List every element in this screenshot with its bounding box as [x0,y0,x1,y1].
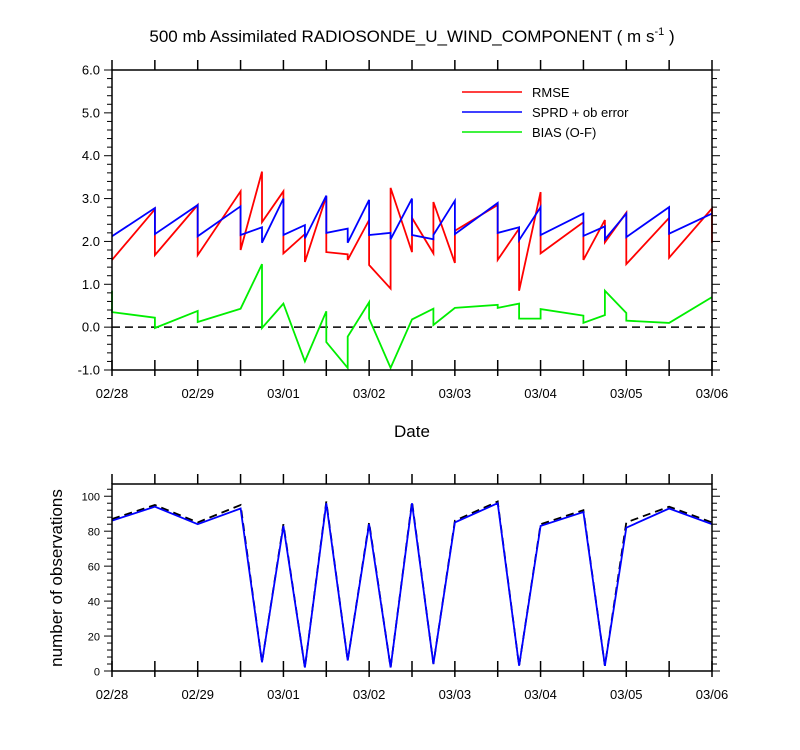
bottom-chart-ylabel: number of observations [47,489,66,667]
bottom-x-tick-label: 02/28 [96,687,129,702]
legend-label-sprd: SPRD + ob error [532,105,629,120]
bottom-x-tick-label: 03/02 [353,687,386,702]
top-x-tick-label: 02/29 [181,386,214,401]
bottom-x-tick-label: 03/05 [610,687,643,702]
top-x-tick-label: 03/01 [267,386,300,401]
bottom-x-tick-label: 03/01 [267,687,300,702]
top-x-tick-label: 03/04 [524,386,557,401]
bottom-chart-frame [111,483,713,672]
bottom-x-tick-label: 03/03 [439,687,472,702]
top-y-tick-label: -1.0 [78,363,100,378]
top-series-bias-o-f [111,263,713,371]
chart-title-superscript: -1 [654,26,664,38]
top-chart-xlabel: Date [394,422,430,441]
bottom-y-tick-label: 60 [88,562,100,574]
top-y-tick-label: 3.0 [82,191,100,206]
top-x-tick-label: 02/28 [96,386,129,401]
legend: RMSE SPRD + ob error BIAS (O-F) [462,85,629,140]
top-chart: 02/28 02/29 03/01 03/02 03/03 03/04 03/05 03/06… [78,60,729,441]
top-series-rmse [111,171,713,291]
top-chart-ticks: 02/28 02/29 03/01 03/02 03/03 03/04 03/05 03/06… [78,60,729,401]
top-y-tick-label: 1.0 [82,277,100,292]
top-x-tick-label: 03/05 [610,386,643,401]
bottom-series-used [111,501,713,668]
top-chart-marks [111,171,713,371]
top-y-tick-label: 2.0 [82,234,100,249]
chart-title: 500 mb Assimilated RADIOSONDE_U_WIND_COM… [149,26,674,46]
bottom-chart-marks [111,500,713,668]
bottom-y-tick-label: 80 [88,527,100,539]
bottom-chart: 02/28 02/29 03/01 03/02 03/03 03/04 03/05 03/06… [47,474,728,702]
bottom-x-tick-label: 03/04 [524,687,557,702]
bottom-y-tick-label: 20 [88,632,100,644]
top-x-tick-label: 03/06 [696,386,729,401]
chart-title-main: 500 mb Assimilated RADIOSONDE_U_WIND_COM… [149,27,654,46]
bottom-chart-ticks: 02/28 02/29 03/01 03/02 03/03 03/04 03/05 03/06… [82,474,729,702]
bottom-y-tick-label: 0 [94,667,100,679]
legend-label-bias: BIAS (O-F) [532,125,596,140]
bottom-x-tick-label: 03/06 [696,687,729,702]
top-x-tick-label: 03/02 [353,386,386,401]
bottom-series-possible [111,500,713,668]
bottom-x-tick-label: 02/29 [181,687,214,702]
top-y-tick-label: 0.0 [82,320,100,335]
top-x-tick-label: 03/03 [439,386,472,401]
bottom-y-tick-label: 100 [82,492,100,504]
bottom-y-tick-label: 40 [88,597,100,609]
top-y-tick-label: 5.0 [82,105,100,120]
top-series-sprd-ob-error [111,195,713,244]
chart-title-close: ) [664,27,674,46]
top-y-tick-label: 4.0 [82,148,100,163]
top-y-tick-label: 6.0 [82,63,100,78]
legend-label-rmse: RMSE [532,85,570,100]
